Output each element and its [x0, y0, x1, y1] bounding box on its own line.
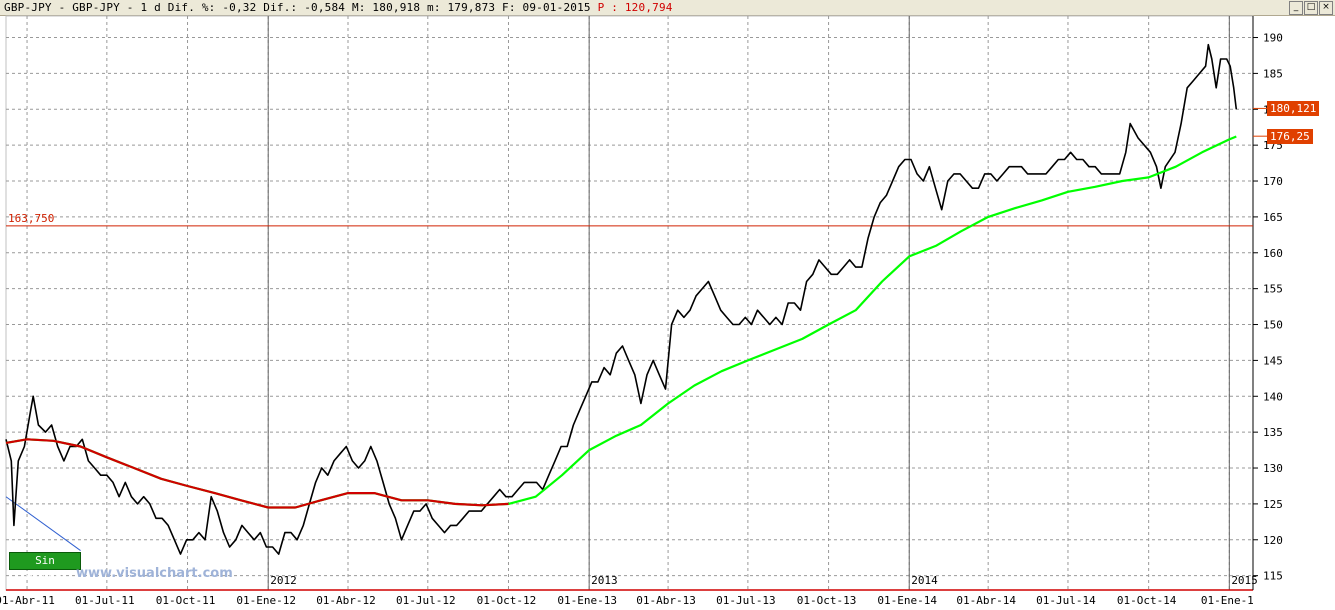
- moving-average-above-line: [5, 438, 509, 509]
- x-tick-label: 01-Jul-14: [1036, 594, 1096, 607]
- x-tick-label: 01-Oct-13: [797, 594, 857, 607]
- chart-title-bar: GBP-JPY - GBP-JPY - 1 d Dif. %: -0,32 Di…: [0, 0, 1335, 16]
- x-tick-label: 01-Oct-12: [477, 594, 537, 607]
- y-tick-label: 160: [1263, 247, 1283, 260]
- chart-title-text: GBP-JPY - GBP-JPY - 1 d Dif. %: -0,32 Di…: [4, 1, 598, 14]
- year-label: 2012: [270, 574, 297, 587]
- y-tick-label: 165: [1263, 211, 1283, 224]
- y-tick-label: 190: [1263, 32, 1283, 45]
- x-tick-label: 01-Jul-11: [75, 594, 135, 607]
- year-label: 2015: [1231, 574, 1258, 587]
- x-tick-label: 01-Ene-13: [557, 594, 617, 607]
- chart-title: GBP-JPY - GBP-JPY - 1 d Dif. %: -0,32 Di…: [4, 1, 673, 14]
- x-tick-label: 01-Abr-13: [636, 594, 696, 607]
- x-tick-label: 01-Ene-14: [877, 594, 937, 607]
- orders-status-box[interactable]: Sin órdenes: [9, 552, 81, 583]
- y-tick-label: 140: [1263, 390, 1283, 403]
- price-line: [5, 43, 1238, 555]
- window-controls: _ □ ×: [1289, 1, 1333, 15]
- x-tick-label: 01-Abr-11: [0, 594, 55, 607]
- maximize-button[interactable]: □: [1304, 1, 1318, 15]
- trend-line: [5, 496, 81, 551]
- horizontal-level-label: 163,750: [8, 212, 55, 225]
- last-price-tag: 180,121: [1267, 101, 1320, 117]
- x-tick-label: 01-Jul-13: [716, 594, 776, 607]
- year-label: 2013: [591, 574, 618, 587]
- x-tick-label: 01-Oct-11: [156, 594, 216, 607]
- moving-average-tag: 176,25: [1267, 129, 1313, 145]
- x-tick-label: 01-Ene-1: [1201, 594, 1254, 607]
- y-tick-label: 115: [1263, 570, 1283, 583]
- y-tick-label: 135: [1263, 426, 1283, 439]
- year-label: 2014: [911, 574, 938, 587]
- y-tick-label: 170: [1263, 175, 1283, 188]
- close-button[interactable]: ×: [1319, 1, 1333, 15]
- x-tick-label: 01-Oct-14: [1117, 594, 1177, 607]
- x-tick-label: 01-Ene-12: [236, 594, 296, 607]
- y-tick-label: 130: [1263, 462, 1283, 475]
- x-tick-label: 01-Jul-12: [396, 594, 456, 607]
- x-tick-label: 01-Abr-12: [316, 594, 376, 607]
- y-tick-label: 125: [1263, 498, 1283, 511]
- minimize-button[interactable]: _: [1289, 1, 1303, 15]
- y-tick-label: 155: [1263, 283, 1283, 296]
- plot-area: [5, 15, 1254, 591]
- y-tick-label: 120: [1263, 534, 1283, 547]
- y-tick-label: 150: [1263, 319, 1283, 332]
- y-tick-label: 145: [1263, 354, 1283, 367]
- watermark: www.visualchart.com: [76, 566, 233, 581]
- x-tick-label: 01-Abr-14: [956, 594, 1016, 607]
- y-tick-label: 185: [1263, 67, 1283, 80]
- p-value-label: P : 120,794: [597, 1, 673, 14]
